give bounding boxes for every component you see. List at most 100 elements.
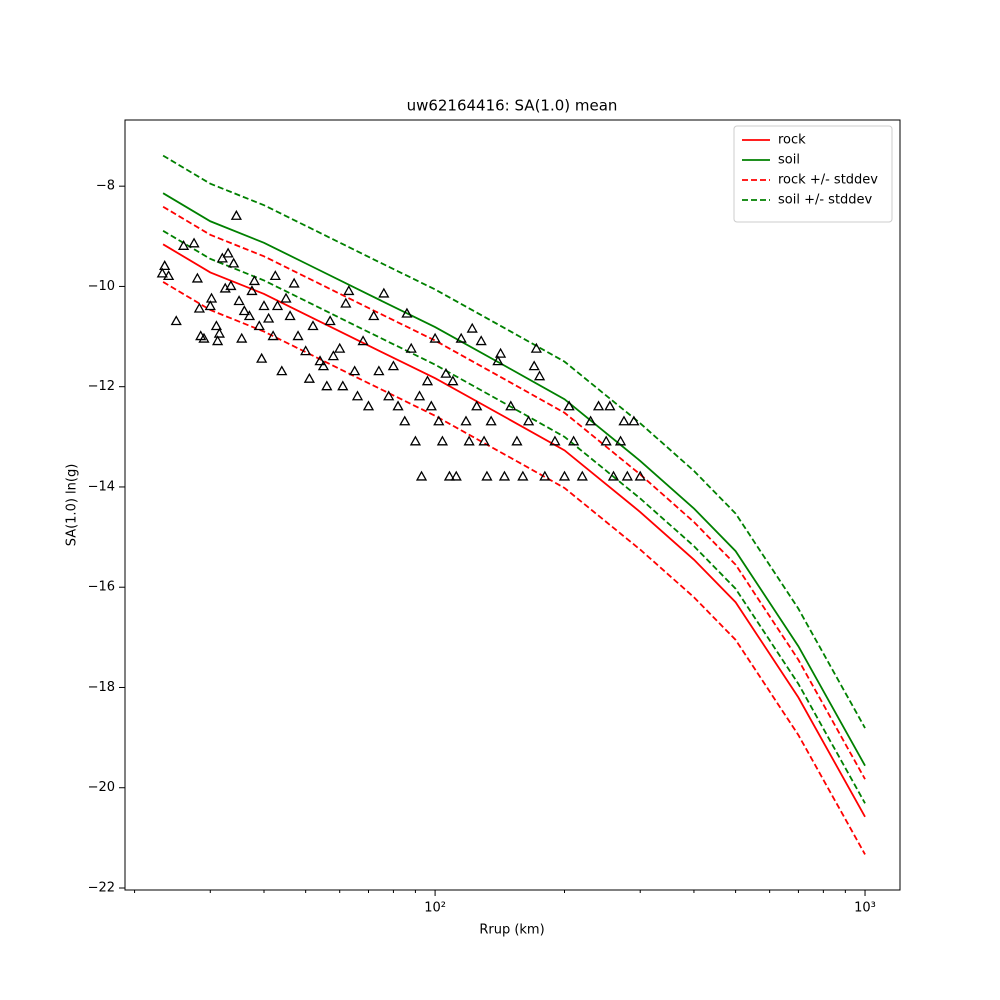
line	[162, 205, 866, 780]
point	[494, 347, 507, 358]
point	[317, 360, 330, 371]
line	[162, 154, 866, 729]
point	[271, 300, 284, 311]
point	[163, 270, 175, 281]
plot-frame	[124, 119, 901, 891]
point	[343, 285, 355, 296]
point	[436, 435, 449, 446]
point	[300, 345, 312, 356]
point	[455, 332, 467, 343]
point	[238, 305, 250, 316]
y-tick-label: −14	[88, 479, 115, 494]
point	[357, 335, 369, 346]
point	[429, 332, 441, 343]
point	[204, 300, 216, 311]
point	[530, 342, 542, 353]
x-tick-label: 10³	[854, 901, 876, 916]
point	[549, 435, 561, 446]
point	[471, 400, 483, 411]
point	[193, 302, 206, 313]
point	[177, 240, 190, 250]
point	[256, 352, 268, 363]
legend-label: soil	[778, 153, 800, 168]
y-tick-label: −18	[88, 680, 115, 695]
point	[314, 355, 326, 366]
point	[607, 470, 620, 481]
point	[225, 280, 237, 291]
point	[191, 272, 204, 283]
line	[162, 281, 866, 855]
point	[634, 470, 646, 481]
y-tick-label: −16	[88, 580, 115, 595]
point	[463, 435, 475, 446]
point	[433, 415, 445, 426]
point	[584, 415, 597, 426]
point	[558, 470, 571, 481]
point	[621, 470, 633, 481]
point	[292, 330, 304, 341]
point	[421, 375, 434, 386]
point	[447, 375, 459, 386]
point	[478, 435, 490, 446]
point	[373, 365, 385, 376]
point	[253, 320, 265, 331]
point	[387, 360, 400, 371]
point	[517, 470, 529, 481]
point	[222, 247, 234, 258]
point	[475, 335, 487, 346]
point	[280, 292, 292, 303]
point	[383, 390, 395, 401]
point	[321, 380, 333, 391]
y-axis-label: SA(1.0) ln(g)	[65, 464, 80, 547]
point	[327, 350, 339, 361]
point	[211, 335, 224, 346]
point	[159, 260, 171, 271]
point	[539, 470, 551, 481]
point	[533, 370, 546, 381]
point	[528, 360, 540, 371]
line	[162, 243, 866, 818]
point	[485, 415, 497, 426]
point	[334, 342, 346, 353]
chart-title: uw62164416: SA(1.0) mean	[407, 97, 618, 115]
point	[522, 415, 535, 426]
point	[600, 435, 612, 446]
point	[511, 435, 523, 446]
point	[216, 252, 228, 263]
point	[337, 380, 349, 391]
point	[213, 327, 226, 338]
y-tick-label: −20	[88, 780, 115, 795]
point	[269, 270, 281, 281]
legend-label: rock	[778, 133, 806, 148]
x-tick-label: 10²	[424, 901, 446, 916]
point	[604, 400, 616, 411]
point	[340, 297, 352, 308]
point	[481, 470, 493, 481]
line	[162, 230, 866, 804]
point	[198, 332, 210, 343]
legend-label: rock +/- stddev	[778, 173, 878, 188]
point	[276, 365, 288, 376]
point	[228, 257, 240, 268]
point	[210, 320, 223, 331]
point	[170, 315, 182, 326]
point	[440, 367, 452, 378]
point	[236, 332, 248, 343]
point	[450, 470, 462, 481]
point	[498, 470, 511, 481]
point	[156, 267, 168, 278]
point	[233, 295, 245, 306]
point	[263, 312, 275, 323]
legend-label: soil +/- stddev	[778, 193, 873, 208]
point	[258, 300, 270, 311]
point	[614, 435, 627, 446]
point	[492, 355, 504, 366]
point	[443, 470, 456, 481]
point	[405, 342, 417, 353]
point	[248, 275, 261, 286]
point	[284, 310, 296, 321]
point	[563, 400, 575, 411]
y-tick-label: −12	[88, 379, 115, 394]
point	[576, 470, 588, 481]
